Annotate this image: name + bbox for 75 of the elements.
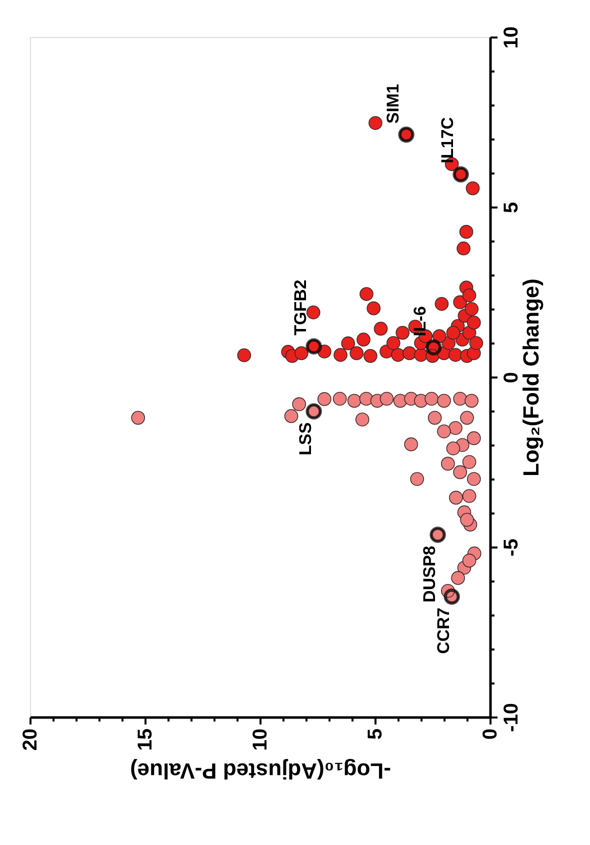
point — [428, 410, 442, 425]
point — [424, 392, 438, 406]
point — [462, 489, 476, 503]
point — [440, 456, 455, 471]
point — [434, 296, 449, 311]
annotation: IL-6 — [410, 306, 430, 336]
point — [380, 392, 394, 406]
point — [453, 392, 468, 406]
point — [294, 346, 308, 360]
x-axis-title: -Log₁₀(Adjusted P-Value) — [130, 758, 392, 784]
point — [464, 302, 479, 316]
point — [332, 392, 347, 406]
x-tick-label: 5 — [364, 728, 386, 740]
point — [466, 431, 481, 446]
point — [356, 332, 370, 347]
point — [464, 394, 479, 408]
point — [292, 397, 306, 412]
point — [466, 181, 480, 196]
point — [460, 410, 474, 425]
point — [453, 295, 468, 310]
point — [386, 336, 400, 350]
annotation: TGFB2 — [290, 280, 310, 336]
point — [237, 348, 252, 362]
point — [469, 336, 484, 350]
point — [306, 305, 320, 320]
point — [366, 301, 381, 316]
point — [456, 242, 470, 256]
point — [448, 421, 462, 435]
point — [453, 465, 468, 480]
point — [437, 424, 451, 438]
point — [363, 349, 378, 363]
point — [466, 472, 481, 486]
point — [462, 554, 476, 568]
x-tick-label: 20 — [20, 728, 42, 751]
point — [350, 346, 364, 360]
annotation: SIM1 — [383, 84, 402, 124]
point — [410, 472, 424, 486]
point — [355, 412, 370, 426]
x-tick-label: 10 — [250, 728, 272, 751]
point — [360, 287, 374, 301]
x-tick-label: 15 — [134, 728, 156, 751]
annotation: IL17C — [438, 117, 457, 164]
point — [448, 348, 462, 362]
y-tick-label: -10 — [500, 703, 522, 732]
point — [451, 571, 465, 585]
point — [462, 288, 476, 302]
point — [391, 348, 405, 362]
y-tick-label: 10 — [500, 26, 522, 49]
y-tick-label: -5 — [500, 538, 522, 556]
point — [449, 490, 463, 505]
point — [334, 348, 348, 362]
point — [341, 336, 356, 350]
annotation: CCR7 — [434, 608, 453, 654]
x-tick-label: 0 — [480, 728, 502, 740]
point — [359, 392, 374, 406]
point — [284, 409, 298, 424]
point — [317, 392, 332, 406]
annotation: LSS — [296, 422, 315, 456]
point — [131, 410, 146, 425]
point — [466, 316, 481, 330]
point — [462, 455, 476, 469]
point — [368, 116, 382, 130]
point — [396, 326, 410, 340]
annotation: DUSP8 — [420, 546, 439, 602]
point — [460, 512, 474, 527]
point — [402, 346, 416, 360]
point — [432, 329, 446, 344]
point — [459, 224, 474, 239]
point — [446, 441, 460, 456]
point — [446, 326, 460, 340]
y-tick-label: 5 — [500, 202, 522, 214]
point — [404, 437, 418, 452]
point — [347, 394, 362, 408]
point — [437, 394, 451, 408]
point — [374, 322, 388, 336]
